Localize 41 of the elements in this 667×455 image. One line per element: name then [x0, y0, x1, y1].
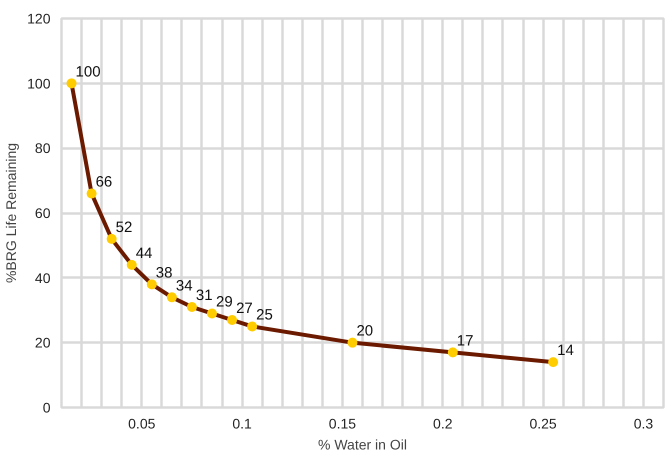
x-tick-label: 0.15 [328, 416, 356, 432]
x-tick-label: 0.05 [128, 416, 156, 432]
point [347, 338, 358, 348]
x-axis-title: % Water in Oil [318, 436, 407, 452]
data-label: 52 [116, 218, 132, 236]
data-label: 25 [256, 306, 273, 324]
x-tick-label: 0.1 [232, 416, 252, 432]
point [146, 279, 157, 290]
point [106, 234, 117, 244]
point [448, 347, 458, 358]
point [66, 78, 77, 88]
y-tick-label: 60 [34, 205, 51, 221]
x-tick-label: 0.3 [634, 416, 654, 432]
point [186, 302, 197, 312]
data-label: 44 [136, 244, 152, 262]
point [548, 357, 558, 368]
y-tick-label: 120 [27, 10, 51, 26]
x-tick-label: 0.2 [433, 416, 453, 432]
data-label: 34 [176, 277, 193, 294]
data-label: 66 [96, 174, 112, 191]
y-tick-label: 20 [34, 334, 51, 351]
data-label: 38 [156, 264, 172, 282]
data-label: 100 [76, 63, 101, 80]
point [207, 308, 217, 318]
x-tick-label: 0.25 [529, 416, 557, 432]
y-tick-label: 80 [34, 140, 51, 156]
point [166, 292, 177, 302]
data-label: 27 [236, 300, 253, 317]
y-tick-label: 100 [27, 75, 51, 92]
data-label: 31 [196, 287, 213, 304]
y-axis-title: %BRG Life Remaining [3, 142, 20, 284]
point [247, 321, 258, 332]
point [227, 314, 238, 325]
data-label: 29 [216, 293, 233, 310]
point [86, 188, 97, 199]
data-label: 20 [356, 322, 374, 340]
y-tick-label: 0 [42, 400, 51, 416]
y-tick-label: 40 [34, 270, 51, 286]
data-label: 14 [557, 342, 574, 360]
point [126, 260, 137, 270]
data-label: 17 [456, 332, 474, 350]
